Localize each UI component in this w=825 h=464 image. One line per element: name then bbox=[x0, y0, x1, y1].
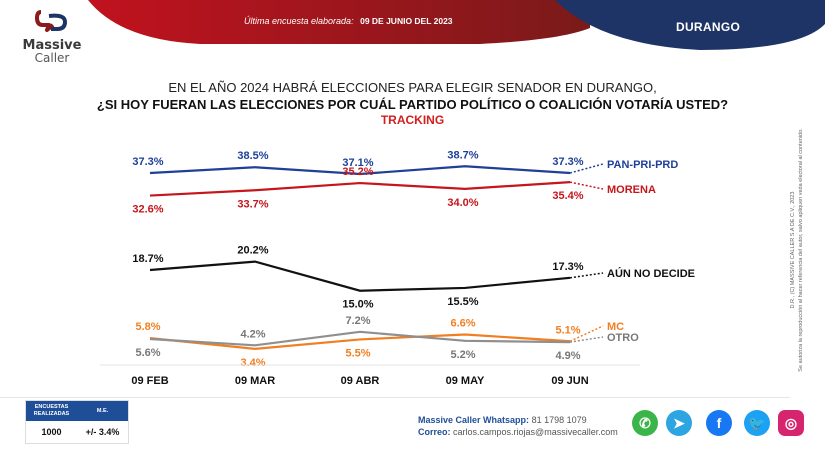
series-line bbox=[149, 165, 571, 176]
x-tick-label: 09 MAR bbox=[235, 375, 275, 387]
series-otro: 5.6% 4.2% 7.2% 5.2% 4.9% OTRO bbox=[135, 315, 639, 362]
data-label: 4.2% bbox=[240, 328, 265, 340]
legal-notice: D.R., (C) MASSIVE CALLER S.A DE C.V., 20… bbox=[789, 90, 809, 410]
brand-sub: Caller bbox=[34, 51, 70, 65]
data-label: 37.3% bbox=[132, 156, 163, 168]
whatsapp-label: Massive Caller Whatsapp: bbox=[418, 415, 530, 425]
leader-line bbox=[569, 181, 604, 190]
leader-line bbox=[569, 272, 604, 279]
series-line bbox=[149, 260, 571, 292]
data-label: 34.0% bbox=[447, 197, 478, 209]
data-label: 5.2% bbox=[450, 349, 475, 361]
x-tick-label: 09 FEB bbox=[131, 375, 168, 387]
footer-divider bbox=[0, 397, 790, 398]
series-line bbox=[149, 333, 571, 351]
data-label: 15.0% bbox=[342, 299, 373, 311]
legal-line-1: D.R., (C) MASSIVE CALLER S.A DE C.V., 20… bbox=[790, 191, 796, 309]
data-label: 32.6% bbox=[132, 204, 163, 216]
legend-label: MC bbox=[607, 321, 624, 333]
header-red-band bbox=[88, 0, 590, 44]
last-survey: Última encuesta elaborada: 09 DE JUNIO D… bbox=[244, 16, 453, 26]
data-label: 38.5% bbox=[237, 150, 268, 162]
data-label: 4.9% bbox=[555, 350, 580, 362]
email-label: Correo: bbox=[418, 427, 451, 437]
legend-label: OTRO bbox=[607, 332, 639, 344]
data-label: 17.3% bbox=[552, 261, 583, 273]
me-header: M.E. bbox=[96, 407, 109, 414]
x-tick-label: 09 ABR bbox=[341, 375, 380, 387]
leader-line bbox=[569, 336, 604, 343]
legal-line-2: Se autoriza la reproducción al hacer ref… bbox=[798, 128, 804, 372]
series-line bbox=[149, 330, 571, 347]
legend-label: MORENA bbox=[607, 184, 656, 196]
chart-title: TRACKING bbox=[380, 113, 445, 127]
x-tick-label: 09 JUN bbox=[551, 375, 588, 387]
series-mc: 5.8% 3.4% 5.5% 6.6% 5.1% MC bbox=[135, 318, 624, 369]
data-label: 15.5% bbox=[447, 296, 478, 308]
data-label: 5.1% bbox=[555, 324, 580, 336]
last-survey-label: Última encuesta elaborada: bbox=[244, 16, 354, 26]
legend-label: AÚN NO DECIDE bbox=[607, 267, 695, 280]
surveys-value: 1000 bbox=[41, 427, 62, 437]
surveys-header: ENCUESTAS REALIZADAS bbox=[33, 404, 70, 417]
header-navy-band bbox=[555, 0, 825, 50]
data-label: 5.6% bbox=[135, 347, 160, 359]
data-label: 5.5% bbox=[345, 347, 370, 359]
data-label: 3.4% bbox=[240, 357, 265, 369]
data-label: 20.2% bbox=[237, 245, 268, 257]
whatsapp-icon[interactable]: ✆ bbox=[632, 410, 658, 436]
data-label: 7.2% bbox=[345, 315, 370, 327]
data-label: 33.7% bbox=[237, 198, 268, 210]
legend-label: PAN-PRI-PRD bbox=[607, 159, 678, 171]
contact-info: Massive Caller Whatsapp: 81 1798 1079 Co… bbox=[418, 414, 618, 438]
leader-line bbox=[569, 163, 604, 174]
data-label: 6.6% bbox=[450, 318, 475, 330]
series-line bbox=[149, 181, 571, 197]
tracking-chart: 37.3% 38.5%37.1%38.7%37.3% PAN-PRI-PRD32.6… bbox=[100, 149, 695, 387]
series-a-n-no-decide: 18.7% 20.2% 15.0% 15.5% 17.3% AÚN NO DECIDE bbox=[132, 245, 695, 311]
whatsapp-number[interactable]: 81 1798 1079 bbox=[531, 415, 587, 425]
region-label: DURANGO bbox=[676, 20, 741, 34]
brand-name: Massive bbox=[22, 38, 82, 53]
series-morena: 32.6% 33.7% 35.2% 34.0% 35.4% MORENA bbox=[132, 166, 656, 215]
data-label: 5.8% bbox=[135, 321, 160, 333]
data-label: 35.2% bbox=[342, 166, 373, 178]
data-label: 18.7% bbox=[132, 253, 163, 265]
data-label: 35.4% bbox=[552, 190, 583, 202]
data-label: 37.3% bbox=[552, 156, 583, 168]
facebook-icon[interactable]: f bbox=[706, 410, 732, 436]
data-label: 37.1% bbox=[342, 157, 373, 169]
twitter-icon[interactable]: 🐦 bbox=[744, 410, 770, 436]
logo-icon bbox=[35, 10, 68, 32]
telegram-icon[interactable]: ➤ bbox=[666, 410, 692, 436]
brand-logo: Massive Caller bbox=[22, 8, 82, 64]
margin-table: ENCUESTAS REALIZADAS M.E. 1000 +/- 3.4% bbox=[25, 400, 129, 444]
instagram-icon[interactable]: ◎ bbox=[778, 410, 804, 436]
question-line-1: EN EL AÑO 2024 HABRÁ ELECCIONES PARA ELE… bbox=[168, 80, 657, 95]
series-pan-pri-prd: 37.3% 38.5% 37.1% 38.7% 37.3% PAN-PRI-PRD bbox=[132, 149, 678, 176]
email-link[interactable]: carlos.campos.riojas@massivecaller.com bbox=[453, 427, 618, 437]
question-line-2: ¿SI HOY FUERAN LAS ELECCIONES POR CUÁL P… bbox=[96, 97, 729, 112]
header-banner bbox=[88, 0, 825, 50]
x-tick-label: 09 MAY bbox=[446, 375, 485, 387]
last-survey-date: 09 DE JUNIO DEL 2023 bbox=[360, 16, 453, 26]
me-value: +/- 3.4% bbox=[85, 427, 120, 437]
data-label: 38.7% bbox=[447, 149, 478, 161]
